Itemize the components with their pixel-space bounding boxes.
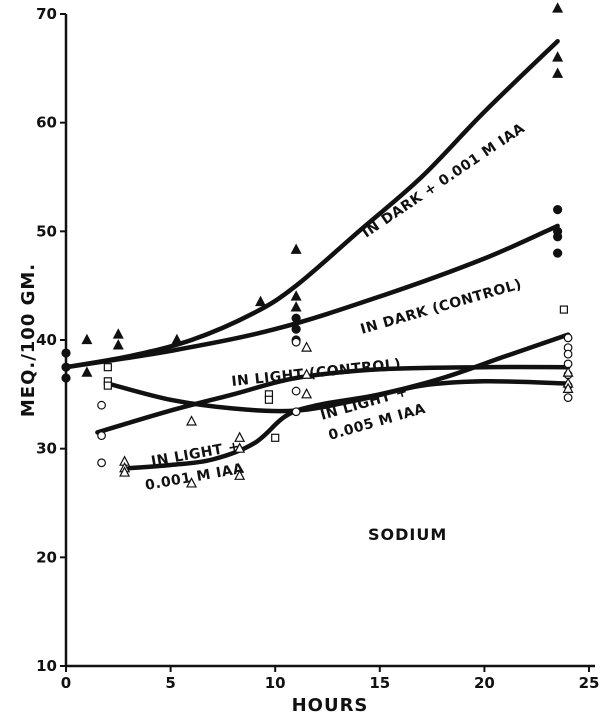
filled-circle-marker — [61, 373, 71, 383]
x-tick-label: 25 — [579, 674, 600, 692]
open-circle-marker — [291, 386, 301, 396]
x-tick-label: 0 — [61, 674, 71, 692]
fitted-curves — [63, 38, 571, 471]
open-triangle-marker — [301, 388, 313, 399]
filled-circle-marker — [61, 362, 71, 372]
filled-triangle-marker — [81, 333, 93, 345]
open-triangle-marker — [234, 469, 246, 480]
filled-circle-marker — [291, 324, 301, 334]
x-tick-label: 15 — [369, 674, 390, 692]
filled-triangle-marker — [290, 301, 302, 312]
y-tick-label: 50 — [36, 222, 57, 240]
data-markers — [61, 2, 574, 488]
series-curve-4 — [126, 332, 571, 471]
open-square-marker — [264, 395, 274, 404]
y-tick-label: 10 — [36, 657, 57, 675]
open-square-marker — [271, 433, 280, 442]
filled-triangle-marker — [255, 295, 267, 307]
open-square-marker — [103, 381, 112, 390]
y-axis-label: MEQ./100 GM. — [18, 263, 39, 417]
y-tick-label: 20 — [36, 548, 57, 566]
y-tick-label: 70 — [36, 5, 57, 23]
open-triangle-marker — [186, 415, 198, 426]
curve-label-dark-control: IN DARK (CONTROL) — [359, 276, 524, 337]
open-triangle-marker — [234, 431, 246, 442]
filled-circle-marker — [553, 205, 563, 215]
open-circle-marker — [97, 458, 106, 468]
x-tick-label: 10 — [265, 674, 286, 692]
open-triangle-marker — [562, 366, 574, 377]
open-circle-marker — [563, 349, 573, 359]
filled-circle-marker — [291, 313, 301, 323]
y-tick-label: 30 — [36, 440, 57, 458]
filled-triangle-marker — [112, 339, 124, 350]
open-square-marker — [103, 363, 112, 372]
open-circle-marker — [97, 400, 106, 410]
series-curve-1 — [63, 223, 560, 370]
filled-triangle-marker — [112, 328, 124, 339]
open-square-marker — [559, 305, 568, 314]
plot-area: 0 5 10 15 20 25 10 20 30 40 50 60 70 IN DARK + 0.001… — [36, 2, 599, 692]
filled-triangle-marker — [552, 67, 564, 78]
open-triangle-marker — [119, 466, 131, 477]
filled-triangle-marker — [552, 2, 564, 13]
open-circle-marker — [291, 407, 301, 417]
open-circle-marker — [563, 333, 573, 343]
open-circle-marker — [97, 431, 106, 441]
open-triangle-marker — [562, 382, 574, 393]
axis-ticks: 0 5 10 15 20 25 10 20 30 40 50 60 70 — [36, 5, 599, 692]
open-triangle-marker — [301, 341, 313, 352]
filled-circle-marker — [61, 348, 71, 358]
filled-triangle-marker — [81, 366, 93, 377]
open-triangle-marker — [186, 477, 198, 488]
filled-triangle-marker — [171, 333, 183, 345]
filled-triangle-marker — [290, 243, 302, 254]
chart-annotation: SODIUM — [368, 525, 447, 544]
x-axis-label: HOURS — [292, 695, 369, 716]
x-tick-label: 5 — [165, 674, 175, 692]
filled-triangle-marker — [290, 290, 302, 301]
open-circle-marker — [563, 393, 573, 402]
filled-circle-marker — [553, 248, 563, 258]
open-circle-marker — [291, 337, 301, 347]
series-curve-3 — [105, 379, 571, 414]
y-tick-label: 60 — [36, 114, 57, 132]
curve-label-dark-iaa: IN DARK + 0.001 M IAA — [359, 120, 528, 241]
curve-label-light-control: IN LIGHT (CONTROL) — [231, 356, 402, 390]
filled-circle-marker — [553, 232, 563, 242]
filled-triangle-marker — [552, 51, 564, 62]
series-curve-0 — [63, 38, 560, 370]
x-tick-label: 20 — [474, 674, 495, 692]
y-tick-label: 40 — [36, 331, 57, 349]
open-triangle-marker — [234, 442, 246, 453]
open-triangle-marker — [301, 368, 313, 379]
